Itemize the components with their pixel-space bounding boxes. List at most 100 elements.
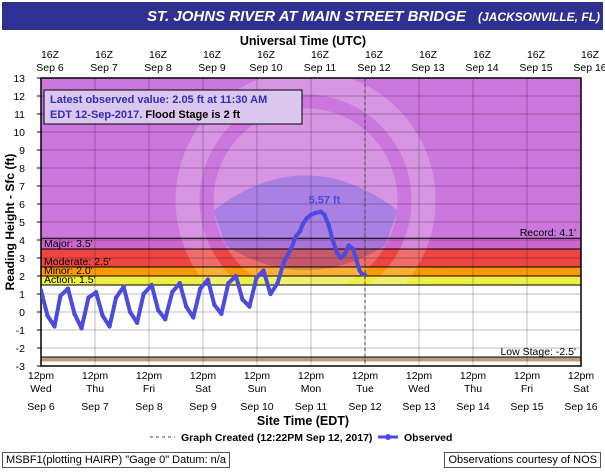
stage-label: Record: 4.1' bbox=[520, 227, 576, 239]
observed-point bbox=[198, 286, 203, 291]
top-tick-hour: 16Z bbox=[365, 49, 384, 61]
observed-point bbox=[326, 223, 332, 228]
bottom-tick-day: Wed bbox=[30, 383, 52, 395]
observed-point bbox=[240, 297, 245, 302]
top-tick-hour: 16Z bbox=[149, 49, 168, 61]
bottom-tick-day: Wed bbox=[408, 383, 430, 395]
top-tick-date: Sep 14 bbox=[465, 62, 498, 74]
observed-point bbox=[318, 209, 323, 214]
bottom-tick-time: 12pm bbox=[406, 370, 433, 382]
top-tick-date: Sep 8 bbox=[144, 62, 172, 74]
y-tick-label: 7 bbox=[19, 181, 25, 193]
top-tick-date: Sep 10 bbox=[249, 62, 282, 74]
info-box bbox=[43, 89, 303, 125]
y-tick-label: 1 bbox=[19, 289, 25, 301]
flood-stage-bands bbox=[41, 78, 581, 366]
data-credit: Observations courtesy of NOS bbox=[444, 452, 601, 468]
bottom-tick-day: Fri bbox=[143, 383, 155, 395]
top-tick-hour: 16Z bbox=[203, 49, 222, 61]
observed-point bbox=[304, 216, 309, 221]
observed-point bbox=[300, 221, 306, 226]
observed-point bbox=[107, 324, 112, 329]
info-flood-stage: Flood Stage is 2 ft bbox=[145, 109, 240, 121]
bottom-tick-day: Mon bbox=[301, 383, 322, 395]
bottom-tick-date: Sep 10 bbox=[240, 401, 273, 413]
observed-point bbox=[121, 284, 126, 289]
bottom-tick-time: 12pm bbox=[136, 370, 163, 382]
top-tick-hour: 16Z bbox=[95, 49, 114, 61]
bottom-tick-date: Sep 13 bbox=[402, 401, 435, 413]
observed-point bbox=[205, 277, 211, 282]
stage-label: Action: 1.5' bbox=[44, 274, 96, 286]
stage-label: Major: 3.5' bbox=[44, 238, 93, 250]
observed-point bbox=[184, 304, 189, 309]
observed-point bbox=[281, 259, 287, 264]
observed-point bbox=[155, 308, 161, 313]
y-tick-label: 0 bbox=[19, 307, 25, 319]
top-tick-hour: 16Z bbox=[527, 49, 546, 61]
seal-ring bbox=[175, 70, 436, 331]
band-low bbox=[41, 357, 581, 362]
observed-point bbox=[58, 293, 63, 298]
y-axis-title: Reading Height - Sfc (ft) bbox=[3, 154, 17, 291]
band-major bbox=[41, 238, 581, 249]
bottom-tick-date: Sep 12 bbox=[348, 401, 381, 413]
legend-observed-marker bbox=[385, 434, 391, 440]
observed-point bbox=[72, 311, 77, 316]
bottom-tick-time: 12pm bbox=[568, 370, 595, 382]
bottom-tick-date: Sep 7 bbox=[81, 401, 109, 413]
bottom-tick-time: 12pm bbox=[514, 370, 541, 382]
legend-created-label: Graph Created (12:22PM Sep 12, 2017) bbox=[181, 432, 372, 444]
observed-point bbox=[65, 286, 71, 291]
band-action bbox=[41, 276, 581, 285]
bottom-tick-day: Sat bbox=[195, 383, 211, 395]
observed-point bbox=[226, 281, 231, 286]
observed-point bbox=[346, 243, 351, 248]
chart-title: ST. JOHNS RIVER AT MAIN STREET BRIDGE bbox=[147, 8, 466, 25]
bottom-tick-time: 12pm bbox=[298, 370, 325, 382]
observed-point bbox=[268, 291, 273, 297]
stage-label: Low Stage: -2.5' bbox=[500, 346, 576, 358]
bottom-tick-day: Tue bbox=[356, 383, 374, 395]
bottom-tick-date: Sep 8 bbox=[135, 401, 163, 413]
y-tick-label: 12 bbox=[13, 91, 25, 103]
observed-point bbox=[41, 288, 44, 293]
observed-point bbox=[113, 295, 119, 300]
observed-point bbox=[170, 290, 175, 295]
observed-point bbox=[163, 317, 168, 322]
top-tick-date: Sep 7 bbox=[90, 62, 118, 74]
chart-location: (JACKSONVILLE, FL) bbox=[478, 10, 600, 24]
y-tick-label: 13 bbox=[13, 73, 25, 85]
stage-label: Moderate: 2.5' bbox=[44, 256, 111, 268]
bottom-tick-day: Thu bbox=[86, 383, 104, 395]
top-tick-hour: 16Z bbox=[257, 49, 276, 61]
observed-point bbox=[330, 237, 335, 243]
bottom-tick-day: Sun bbox=[248, 383, 267, 395]
observed-point bbox=[177, 281, 182, 286]
observed-point bbox=[149, 282, 154, 288]
y-tick-label: -3 bbox=[16, 361, 25, 373]
top-tick-hour: 16Z bbox=[581, 49, 600, 61]
top-tick-date: Sep 15 bbox=[519, 62, 552, 74]
observed-point bbox=[313, 210, 318, 216]
title-bar: ST. JOHNS RIVER AT MAIN STREET BRIDGE (J… bbox=[2, 2, 603, 30]
station-info: MSBF1(plotting HAIRP) "Gage 0" Datum: n/… bbox=[2, 452, 230, 468]
bottom-tick-date: Sep 11 bbox=[295, 401, 328, 413]
info-line-1: Latest observed value: 2.05 ft at 11:30 … bbox=[50, 94, 267, 106]
observed-point bbox=[134, 320, 140, 325]
top-tick-hour: 16Z bbox=[311, 49, 330, 61]
observed-point bbox=[275, 281, 280, 286]
y-tick-label: 11 bbox=[14, 109, 25, 121]
observed-point bbox=[293, 234, 299, 239]
observed-point bbox=[288, 246, 294, 252]
observed-point bbox=[298, 228, 303, 234]
peak-label: 5.57 ft bbox=[309, 195, 341, 207]
observed-point bbox=[212, 302, 217, 307]
bottom-tick-time: 12pm bbox=[352, 370, 379, 382]
band-moderate bbox=[41, 249, 581, 267]
top-tick-date: Sep 9 bbox=[198, 62, 226, 74]
bottom-tick-date: Sep 9 bbox=[189, 401, 217, 413]
observed-point bbox=[141, 291, 146, 297]
observed-point bbox=[261, 268, 266, 273]
